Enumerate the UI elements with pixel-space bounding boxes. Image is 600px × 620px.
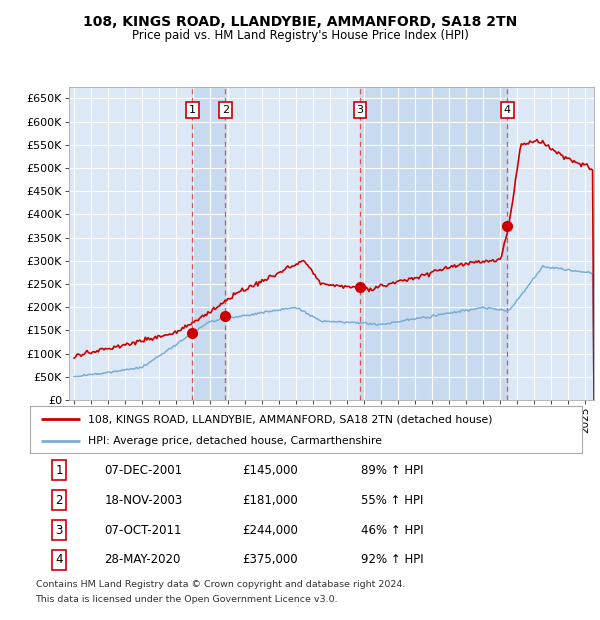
Text: 108, KINGS ROAD, LLANDYBIE, AMMANFORD, SA18 2TN (detached house): 108, KINGS ROAD, LLANDYBIE, AMMANFORD, S… [88,414,493,424]
Text: £181,000: £181,000 [242,494,298,507]
Text: 89% ↑ HPI: 89% ↑ HPI [361,464,424,477]
Text: £244,000: £244,000 [242,523,298,536]
Text: 28-MAY-2020: 28-MAY-2020 [104,554,181,567]
Text: £375,000: £375,000 [242,554,298,567]
Text: Price paid vs. HM Land Registry's House Price Index (HPI): Price paid vs. HM Land Registry's House … [131,29,469,42]
Text: 2: 2 [222,105,229,115]
Text: Contains HM Land Registry data © Crown copyright and database right 2024.: Contains HM Land Registry data © Crown c… [35,580,405,589]
Text: 3: 3 [56,523,63,536]
Text: 4: 4 [56,554,63,567]
Bar [192,87,226,400]
Text: 1: 1 [56,464,63,477]
Text: 3: 3 [356,105,364,115]
Text: 46% ↑ HPI: 46% ↑ HPI [361,523,424,536]
Text: 108, KINGS ROAD, LLANDYBIE, AMMANFORD, SA18 2TN: 108, KINGS ROAD, LLANDYBIE, AMMANFORD, S… [83,16,517,30]
Text: 55% ↑ HPI: 55% ↑ HPI [361,494,424,507]
Text: £145,000: £145,000 [242,464,298,477]
Text: This data is licensed under the Open Government Licence v3.0.: This data is licensed under the Open Gov… [35,595,338,604]
Bar [360,87,507,400]
Text: HPI: Average price, detached house, Carmarthenshire: HPI: Average price, detached house, Carm… [88,436,382,446]
Text: 1: 1 [189,105,196,115]
Text: 4: 4 [503,105,511,115]
Text: 18-NOV-2003: 18-NOV-2003 [104,494,183,507]
Text: 2: 2 [56,494,63,507]
Text: 07-OCT-2011: 07-OCT-2011 [104,523,182,536]
Text: 92% ↑ HPI: 92% ↑ HPI [361,554,424,567]
Text: 07-DEC-2001: 07-DEC-2001 [104,464,182,477]
